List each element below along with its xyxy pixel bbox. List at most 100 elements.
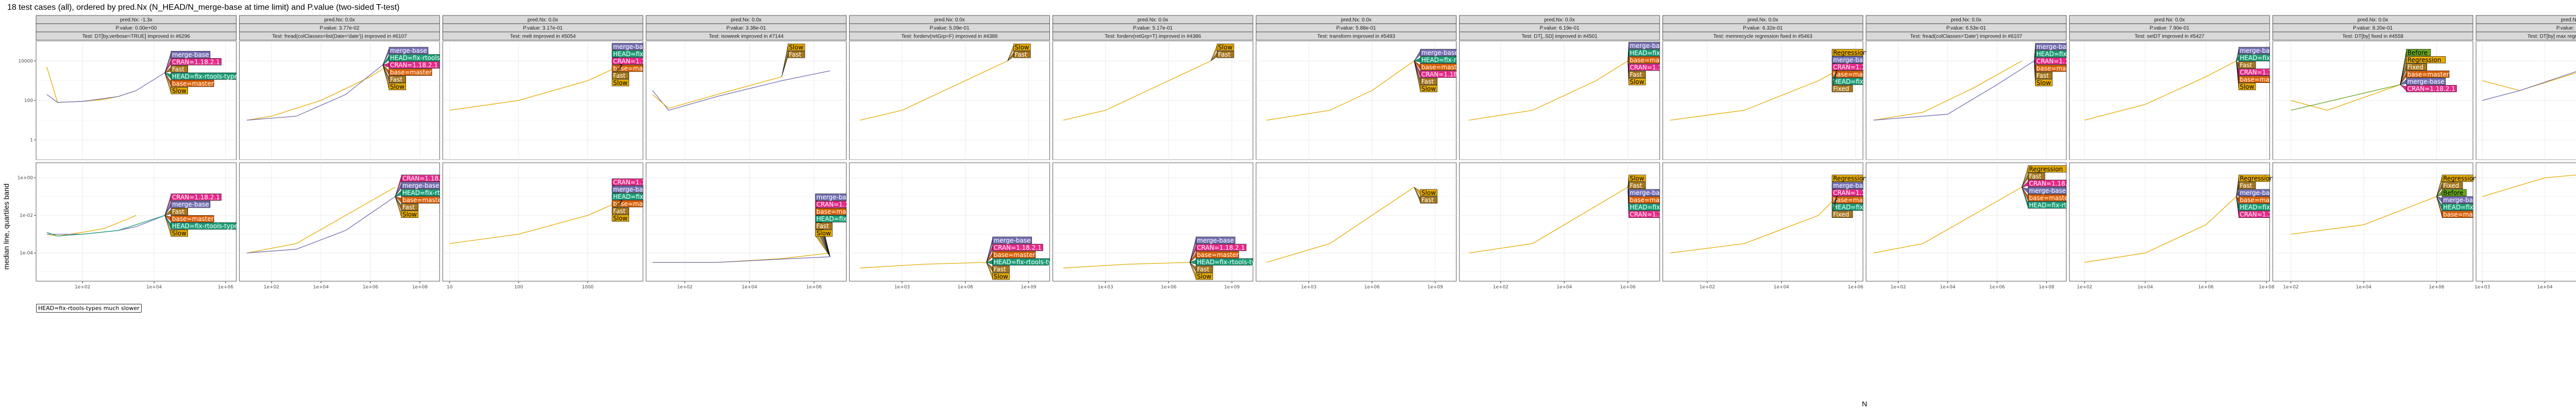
series-label: Before bbox=[2408, 49, 2428, 57]
strip-label: Test: isoweek improved in #7144 bbox=[709, 34, 784, 40]
x-tick-label: 1e+06 bbox=[363, 285, 379, 290]
strip-label: pred.Nx: 0.0x bbox=[2358, 18, 2388, 23]
label-box bbox=[612, 79, 630, 87]
strip-label: Test: fread(colClasses=list(Date='date')… bbox=[272, 34, 407, 40]
series-label: merge-base bbox=[817, 194, 854, 201]
series-line bbox=[46, 215, 165, 237]
label-box bbox=[1832, 175, 1863, 182]
series-label: Slow bbox=[172, 230, 187, 237]
label-box bbox=[612, 72, 630, 79]
strip-label: P.value: 6.53e-01 bbox=[1946, 26, 1987, 31]
panel-background bbox=[1459, 162, 1660, 282]
series-label: Regression bbox=[1833, 49, 1867, 57]
label-box bbox=[388, 47, 429, 54]
label-box bbox=[1629, 71, 1646, 78]
label-box bbox=[787, 43, 805, 51]
x-tick-label: 1e+02 bbox=[2283, 285, 2299, 290]
label-box bbox=[1420, 78, 1437, 85]
facet-panel: pred.Nx: 0.0x P.value: 5.88e-01 Test: tran… bbox=[1256, 15, 1490, 290]
x-tick-label: 1e+06 bbox=[1620, 285, 1636, 290]
series-label: Fast bbox=[1630, 182, 1642, 190]
label-box bbox=[1013, 43, 1031, 51]
label-box bbox=[815, 222, 833, 230]
label-box bbox=[1832, 71, 1863, 78]
label-box bbox=[1629, 175, 1646, 182]
label-box bbox=[1420, 85, 1437, 92]
x-tick-label: 1e+09 bbox=[1428, 285, 1444, 290]
series-label: Fast bbox=[402, 204, 415, 211]
label-box bbox=[388, 61, 439, 68]
series-label: Fast bbox=[2240, 62, 2252, 69]
label-box bbox=[2406, 78, 2446, 85]
x-tick-label: 1e+02 bbox=[2077, 285, 2092, 290]
series-label: merge-base bbox=[172, 201, 209, 208]
label-box bbox=[2442, 203, 2473, 211]
series-label: Fast bbox=[613, 72, 625, 79]
series-line bbox=[2084, 60, 2236, 121]
series-label: base=master bbox=[2240, 197, 2281, 204]
series-label: merge-base bbox=[402, 182, 439, 190]
series-label: Slow bbox=[1630, 175, 1644, 182]
label-box bbox=[2239, 68, 2270, 76]
series-label: base=master bbox=[1630, 57, 1671, 64]
series-label: base=master bbox=[1421, 64, 1463, 71]
series-label: base=master bbox=[390, 69, 432, 76]
label-box bbox=[388, 76, 406, 83]
strip-label: pred.Nx: 0.0x bbox=[2154, 18, 2184, 23]
label-box bbox=[2239, 76, 2270, 83]
strip-label: pred.Nx: 0.0x bbox=[1341, 18, 1371, 23]
strip-label: Test: DT[by] fixed in #4558 bbox=[2342, 34, 2403, 40]
series-label: base=master bbox=[402, 197, 444, 204]
y-tick-label: 1e-02 bbox=[20, 213, 33, 218]
series-label: base=master bbox=[1833, 71, 1875, 78]
series-label: Fast bbox=[2029, 173, 2041, 180]
label-box bbox=[2406, 63, 2427, 71]
label-box bbox=[1629, 189, 1660, 197]
x-tick-label: 1e+02 bbox=[75, 285, 90, 290]
label-box bbox=[171, 80, 214, 87]
panel-background bbox=[1256, 162, 1457, 282]
label-box bbox=[388, 68, 432, 76]
label-box bbox=[2406, 49, 2431, 56]
label-box bbox=[2406, 56, 2446, 63]
label-box bbox=[612, 43, 643, 50]
x-axis-label: N bbox=[1862, 400, 1868, 408]
series-line bbox=[1063, 262, 1190, 269]
x-tick-label: 1e+06 bbox=[2198, 285, 2214, 290]
label-box bbox=[1420, 189, 1437, 197]
series-line bbox=[652, 76, 782, 109]
strip-label: P.value: 8.20e-01 bbox=[2353, 26, 2393, 31]
x-tick-label: 100 bbox=[514, 285, 523, 290]
series-line bbox=[246, 60, 396, 121]
label-box bbox=[171, 87, 188, 94]
series-line bbox=[1266, 186, 1415, 263]
label-box bbox=[1832, 78, 1863, 85]
facet-panel: pred.Nx: 0.0x P.value: 7.90e-01 Test: setD… bbox=[2069, 15, 2309, 290]
series-line bbox=[2291, 84, 2400, 111]
label-box bbox=[2442, 211, 2473, 218]
annotation-note: HEAD=fix-rtools-types much slower bbox=[36, 304, 142, 313]
label-box bbox=[612, 185, 643, 193]
series-label: merge-base bbox=[613, 186, 650, 193]
series-label: Fixed bbox=[1833, 211, 1849, 218]
x-tick-label: 1e+02 bbox=[264, 285, 279, 290]
series-label: Fast bbox=[1197, 266, 1209, 273]
label-box bbox=[1629, 78, 1646, 85]
label-box bbox=[1195, 244, 1247, 251]
series-label: base=master bbox=[2037, 65, 2078, 72]
series-label: base=master bbox=[2240, 76, 2281, 83]
x-tick-label: 1e+06 bbox=[2429, 285, 2445, 290]
series-label: Slow bbox=[613, 79, 628, 87]
series-label: merge-base bbox=[1630, 42, 1667, 49]
panel-background bbox=[442, 162, 643, 282]
series-line bbox=[1873, 60, 2035, 121]
strip-label: pred.Nx: 0.0x bbox=[2561, 18, 2576, 23]
x-tick-label: 1e+03 bbox=[2475, 285, 2490, 290]
label-box bbox=[1832, 49, 1863, 56]
series-label: Slow bbox=[789, 44, 803, 51]
label-box bbox=[612, 214, 630, 222]
label-box bbox=[1629, 63, 1660, 71]
label-box bbox=[815, 215, 846, 222]
series-label: merge-base bbox=[1833, 182, 1870, 190]
x-tick-label: 1e+02 bbox=[677, 285, 692, 290]
